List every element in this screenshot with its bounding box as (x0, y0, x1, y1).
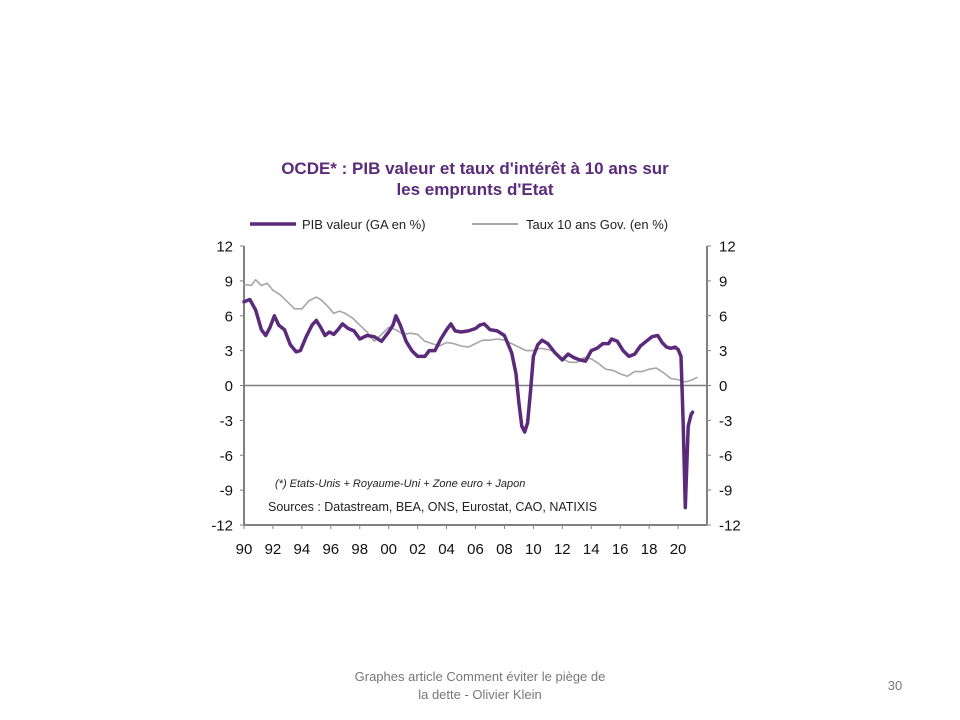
x-tick-label: 08 (496, 541, 513, 558)
x-tick-label: 12 (554, 541, 571, 558)
slide-number: 30 (887, 678, 903, 693)
x-tick-label: 04 (438, 541, 455, 558)
y-tick-label-right: 0 (719, 378, 727, 395)
y-tick-label-right: 12 (719, 239, 736, 256)
chart-title-line2: les emprunts d'Etat (396, 180, 554, 199)
y-tick-label-right: 3 (719, 343, 727, 360)
x-tick-label: 94 (294, 541, 311, 558)
chart-sources: Sources : Datastream, BEA, ONS, Eurostat… (268, 500, 597, 514)
x-tick-label: 20 (670, 541, 687, 558)
footer-caption-line2: la dette - Olivier Klein (418, 687, 542, 702)
y-tick-label-left: -9 (220, 483, 233, 500)
legend-label-rate: Taux 10 ans Gov. (en %) (526, 217, 668, 232)
series-line-gdp (242, 297, 695, 510)
x-tick-label: 14 (583, 541, 600, 558)
x-tick-label: 98 (351, 541, 368, 558)
y-tick-label-left: 6 (225, 308, 233, 325)
x-tick-label: 16 (612, 541, 629, 558)
y-tick-label-right: -6 (719, 448, 732, 465)
y-tick-label-right: 6 (719, 308, 727, 325)
footer-caption-line1: Graphes article Comment éviter le piège … (354, 669, 606, 684)
y-tick-label-right: 9 (719, 273, 727, 290)
y-tick-label-left: 3 (225, 343, 233, 360)
x-tick-label: 92 (265, 541, 282, 558)
y-tick-label-left: 12 (216, 239, 233, 256)
y-tick-label-right: -12 (719, 518, 741, 535)
chart-title: OCDE* : PIB valeur et taux d'intérêt à 1… (230, 158, 720, 200)
x-tick-label: 18 (641, 541, 658, 558)
x-tick-label: 10 (525, 541, 542, 558)
legend-label-gdp: PIB valeur (GA en %) (302, 217, 426, 232)
y-tick-label-left: 9 (225, 273, 233, 290)
y-tick-label-left: -12 (211, 518, 233, 535)
x-tick-label: 06 (467, 541, 484, 558)
x-tick-label: 96 (322, 541, 339, 558)
footer-caption: Graphes article Comment éviter le piège … (330, 668, 630, 704)
series-line-rate (243, 278, 698, 383)
x-tick-label: 00 (380, 541, 397, 558)
y-tick-label-left: -6 (220, 448, 233, 465)
y-tick-label-left: -3 (220, 413, 233, 430)
y-tick-label-right: -3 (719, 413, 732, 430)
legend: PIB valeur (GA en %) Taux 10 ans Gov. (e… (250, 217, 668, 232)
series-layer (242, 278, 698, 510)
x-tick-label: 02 (409, 541, 426, 558)
x-tick-label: 90 (236, 541, 253, 558)
chart-note: (*) Etats-Unis + Royaume-Uni + Zone euro… (275, 478, 525, 490)
y-tick-label-right: -9 (719, 483, 732, 500)
chart-title-line1: OCDE* : PIB valeur et taux d'intérêt à 1… (281, 159, 669, 178)
y-tick-label-left: 0 (225, 378, 233, 395)
